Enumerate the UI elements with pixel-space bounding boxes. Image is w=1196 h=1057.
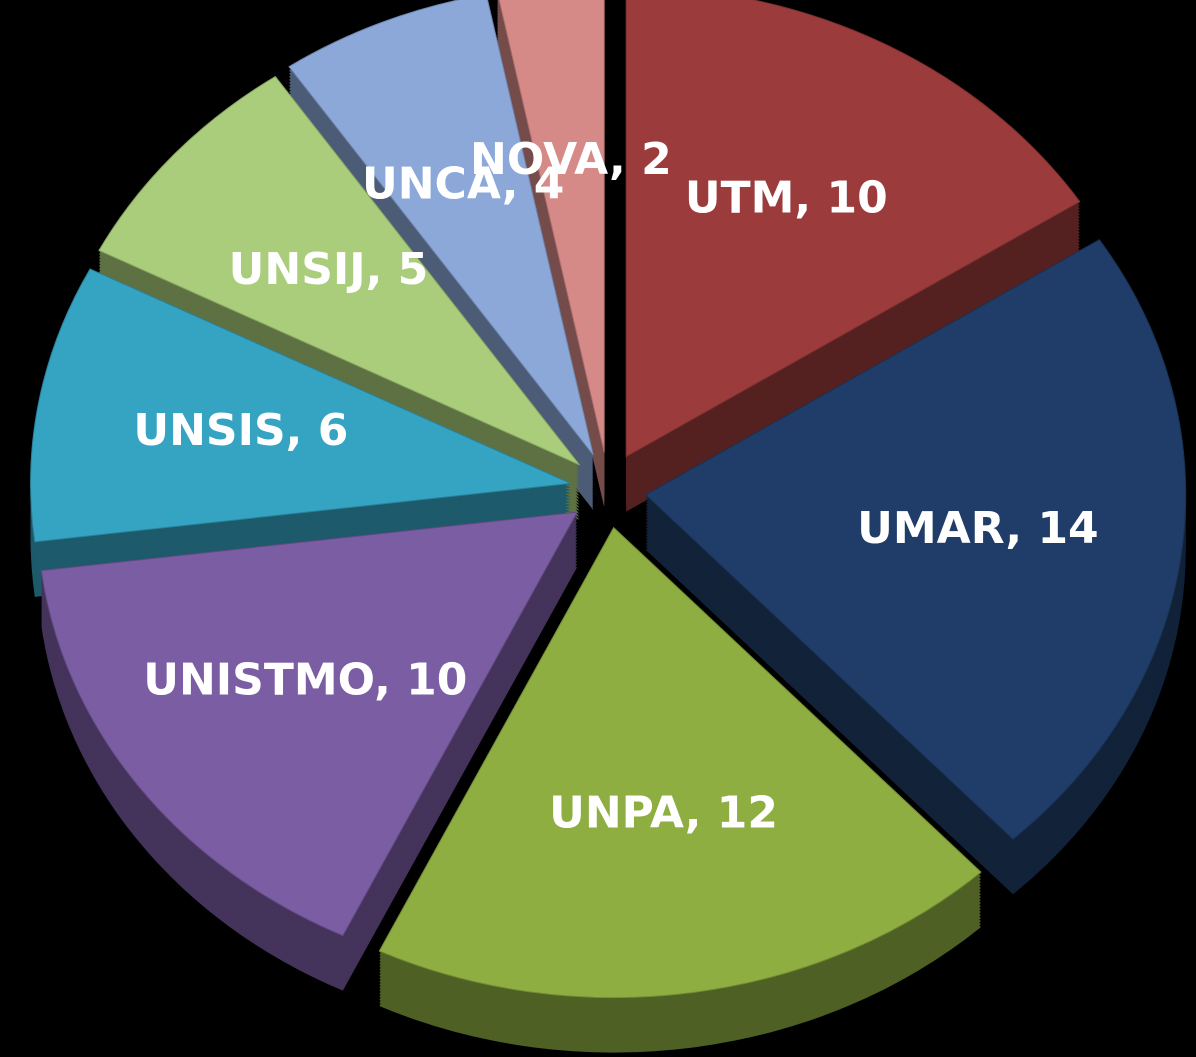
- slice-top: [288, 0, 594, 456]
- slice-top: [625, 0, 1081, 458]
- data-label: UNSIS, 6: [133, 405, 348, 456]
- slice-top: [644, 239, 1187, 840]
- data-label: UNPA, 12: [549, 788, 778, 839]
- pie-slice: [378, 526, 982, 1053]
- slice-top: [40, 511, 579, 937]
- data-label: NOVA, 2: [470, 134, 672, 185]
- pie-slice: [625, 0, 1081, 512]
- data-label: UNSIJ, 5: [229, 244, 429, 295]
- pie-slice: [98, 75, 580, 520]
- slice-top: [378, 526, 982, 999]
- pie-slice: [40, 511, 579, 991]
- slice-top: [98, 75, 580, 466]
- pie-slice: [644, 239, 1187, 895]
- data-label: UTM, 10: [685, 173, 888, 224]
- pie-slice: [30, 268, 573, 597]
- slice-top: [498, 0, 605, 453]
- data-label: UMAR, 14: [857, 503, 1099, 554]
- data-label: UNCA, 4: [362, 158, 564, 209]
- data-label: UNISTMO, 10: [143, 654, 467, 705]
- slice-top: [30, 268, 573, 543]
- pie-slice: [497, 0, 605, 508]
